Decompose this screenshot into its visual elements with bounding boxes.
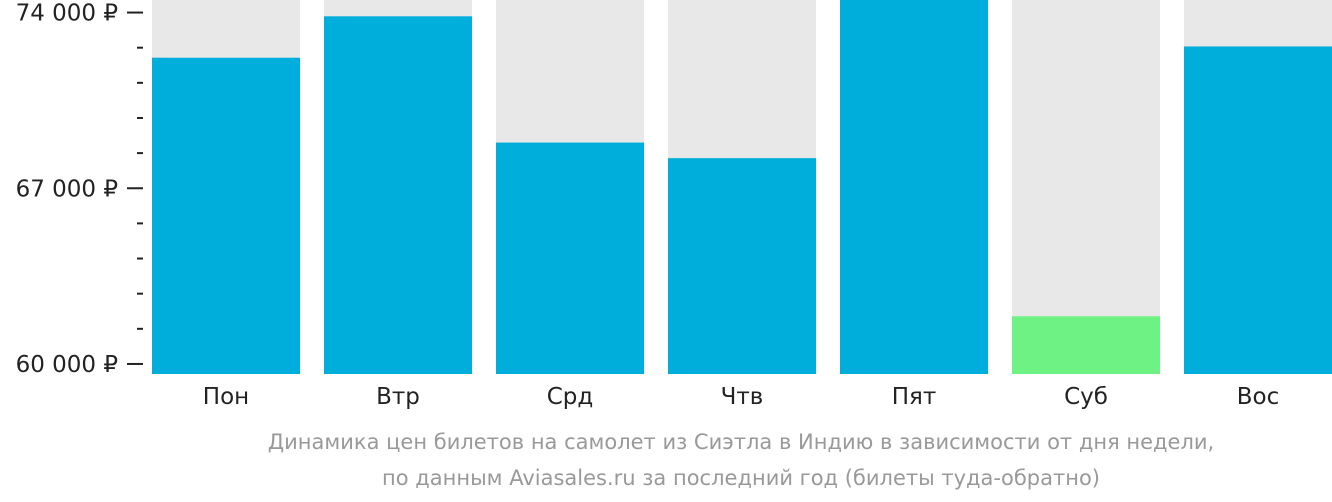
bar-Суб (1012, 316, 1160, 374)
x-tick-label: Втр (376, 384, 420, 410)
bars (152, 0, 1332, 375)
x-tick-label: Пон (203, 384, 249, 410)
bar-Вос (1184, 46, 1332, 374)
price-by-weekday-chart: 60 000 ₽ 67 000 ₽ 74 000 ₽ Пон Втр Срд Чтв Пят… (16, 0, 1332, 410)
y-tick-label: 74 000 ₽ (16, 1, 118, 27)
bar-Втр (324, 16, 472, 375)
chart-caption-line-2: по данным Aviasales.ru за последний год … (382, 466, 1100, 490)
chart-caption-line-1: Динамика цен билетов на самолет из Сиэтл… (267, 430, 1215, 454)
bar-Пят (840, 0, 988, 374)
bar-track (1012, 0, 1160, 374)
y-tick-label: 67 000 ₽ (16, 176, 118, 202)
x-tick-label: Пят (892, 384, 937, 410)
y-tick-label: 60 000 ₽ (16, 352, 118, 378)
x-tick-label: Срд (547, 384, 594, 410)
x-tick-label: Чтв (721, 384, 764, 410)
y-axis: 60 000 ₽ 67 000 ₽ 74 000 ₽ (16, 1, 143, 378)
x-tick-label: Суб (1064, 384, 1108, 410)
x-axis-labels: Пон Втр Срд Чтв Пят Суб Вос (203, 384, 1279, 410)
x-tick-label: Вос (1237, 384, 1280, 410)
bar-Пон (152, 57, 300, 375)
bar-Срд (496, 142, 644, 374)
bar-Чтв (668, 158, 816, 374)
